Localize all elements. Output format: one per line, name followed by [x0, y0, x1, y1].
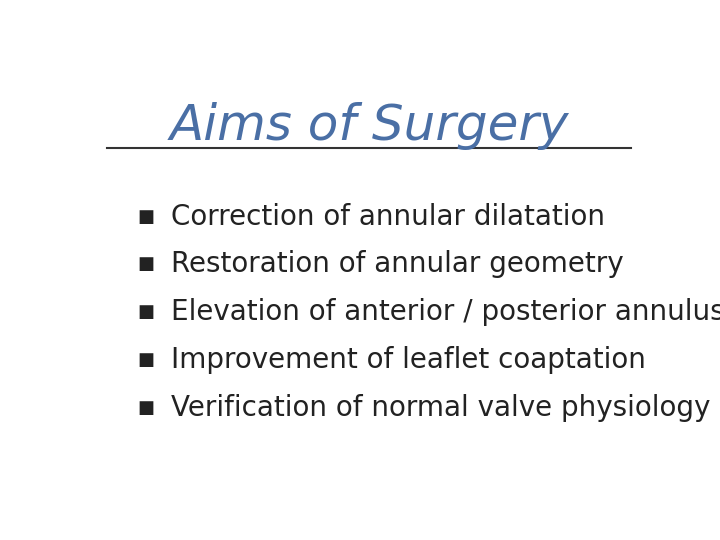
Text: Restoration of annular geometry: Restoration of annular geometry [171, 251, 624, 279]
Text: Improvement of leaflet coaptation: Improvement of leaflet coaptation [171, 346, 646, 374]
Text: Correction of annular dilatation: Correction of annular dilatation [171, 202, 605, 231]
Text: Aims of Surgery: Aims of Surgery [169, 102, 569, 150]
Text: ■: ■ [138, 255, 154, 273]
Text: Verification of normal valve physiology: Verification of normal valve physiology [171, 394, 711, 422]
Text: ■: ■ [138, 399, 154, 417]
Text: Elevation of anterior / posterior annulus: Elevation of anterior / posterior annulu… [171, 298, 720, 326]
Text: ■: ■ [138, 207, 154, 226]
Text: ■: ■ [138, 303, 154, 321]
Text: ■: ■ [138, 351, 154, 369]
